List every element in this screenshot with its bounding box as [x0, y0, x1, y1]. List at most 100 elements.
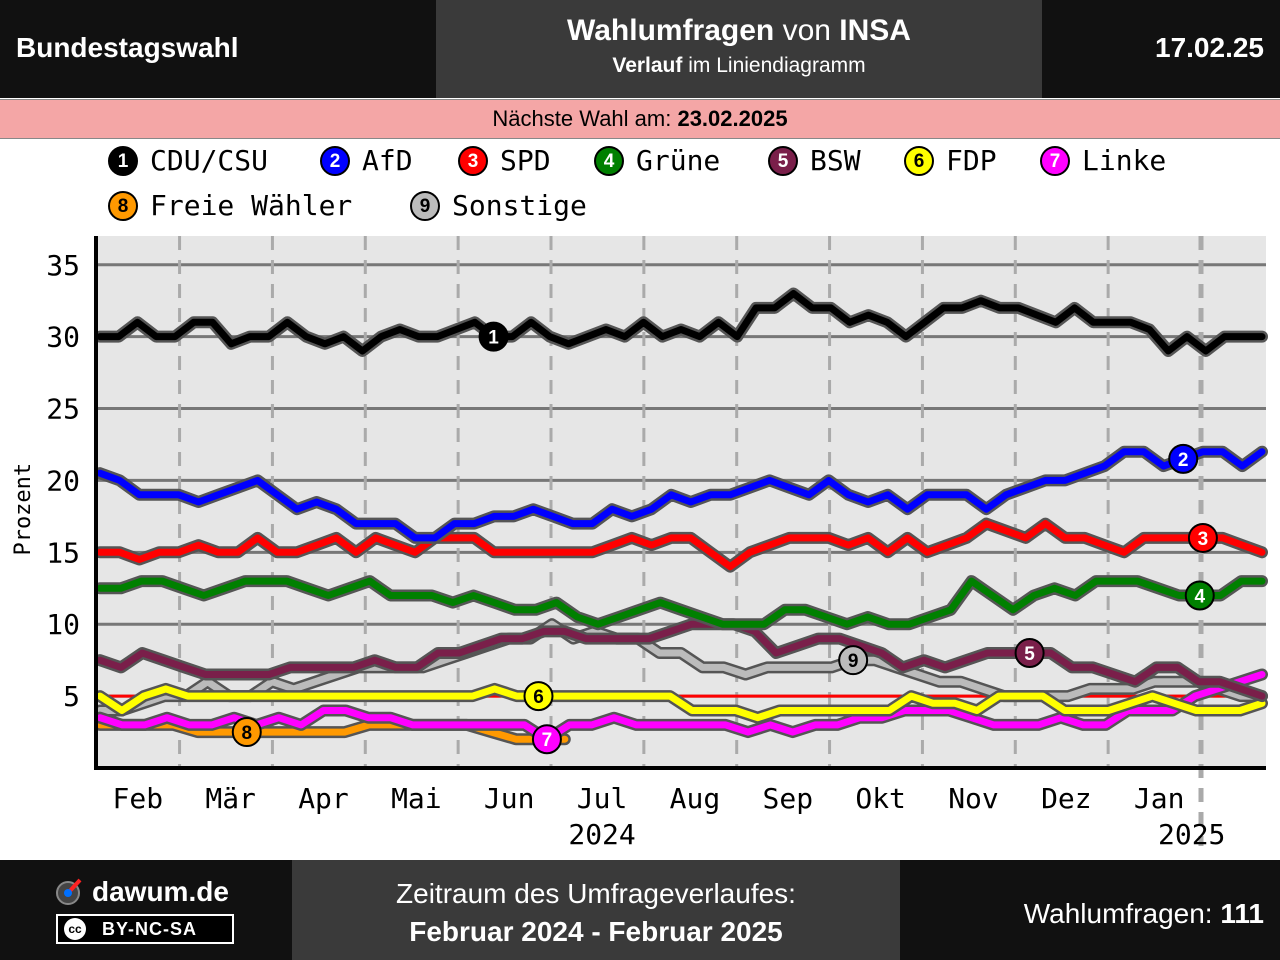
range-label: Zeitraum des Umfrageverlaufes:: [396, 878, 796, 909]
x-tick-label: Okt: [855, 782, 906, 815]
range-value: Februar 2024 - Februar 2025: [409, 916, 783, 947]
y-tick-label: 25: [46, 393, 80, 426]
badge-circle: [1014, 637, 1045, 668]
badge-circle: [838, 645, 869, 676]
legend-label: Linke: [1082, 144, 1167, 177]
header-bar: Bundestagswahl Wahlumfragen von INSA Ver…: [0, 0, 1280, 98]
legend-label: Freie Wähler: [150, 189, 353, 222]
header-date: 17.02.25: [1155, 32, 1264, 63]
badge-number: 5: [1024, 644, 1035, 665]
badge-number: 1: [488, 328, 499, 349]
x-tick-label: Jul: [577, 782, 628, 815]
legend-badge: 9: [410, 191, 440, 221]
badge-circle: [1168, 443, 1199, 474]
x-tick-label: Nov: [948, 782, 999, 815]
series-afd: [94, 445, 1268, 544]
cc-icon: cc: [64, 918, 86, 940]
license-text: BY-NC-SA: [102, 919, 198, 939]
license-badge: cc BY-NC-SA: [56, 914, 234, 944]
badge-number: 7: [542, 730, 553, 751]
legend-badge: 4: [594, 146, 624, 176]
brand-name: dawum.de: [92, 876, 229, 907]
badge-circle: [231, 717, 262, 748]
x-tick-label: Apr: [298, 782, 349, 815]
badge-number: 9: [848, 651, 859, 672]
badge-circle: [1184, 580, 1215, 611]
year-label: 2025: [1158, 818, 1225, 851]
series-line: [96, 290, 1266, 355]
legend-badge: 2: [320, 146, 350, 176]
series-label-badge: 6: [523, 681, 554, 712]
legend-badge: 5: [768, 146, 798, 176]
legend-badge: 6: [904, 146, 934, 176]
dawum-logo-icon: [56, 878, 82, 905]
legend-label: Sonstige: [452, 189, 587, 222]
y-tick-label: 15: [46, 536, 80, 569]
x-tick-label: Jun: [484, 782, 535, 815]
y-tick-label: 20: [46, 464, 80, 497]
badge-number: 8: [241, 723, 252, 744]
legend-label: CDU/CSU: [150, 144, 269, 177]
x-tick-label: Mai: [391, 782, 442, 815]
legend-label: AfD: [362, 144, 413, 177]
next-election-bar: Nächste Wahl am: 23.02.2025: [0, 99, 1280, 139]
poll-count: Wahlumfragen: 111: [1023, 898, 1264, 929]
badge-number: 3: [1198, 529, 1209, 550]
header-title: Wahlumfragen von INSA: [567, 14, 911, 47]
badge-circle: [523, 681, 554, 712]
series-fdp: [94, 682, 1268, 724]
y-tick-label: 35: [46, 249, 80, 282]
series-label-badge: 1: [478, 321, 509, 352]
election-title: Bundestagswahl: [16, 32, 239, 63]
series-label-badge: 4: [1184, 580, 1215, 611]
y-tick-label: 5: [63, 680, 80, 713]
header-subtitle: Verlauf im Liniendiagramm: [612, 54, 866, 77]
y-tick-label: 10: [46, 608, 80, 641]
series-line: [96, 685, 1266, 722]
series-label-badge: 8: [231, 717, 262, 748]
year-label: 2024: [568, 818, 635, 851]
series-line: [96, 448, 1266, 542]
footer-bar: dawum.de cc BY-NC-SA Zeitraum des Umfrag…: [0, 860, 1280, 960]
footer-range: Zeitraum des Umfrageverlaufes: Februar 2…: [292, 860, 900, 960]
badge-circle: [1187, 522, 1218, 553]
series-line: [96, 620, 1266, 714]
legend-label: BSW: [810, 144, 861, 177]
x-tick-label: Jan: [1134, 782, 1185, 815]
x-tick-label: Mär: [205, 782, 256, 815]
x-tick-label: Sep: [762, 782, 813, 815]
series-label-badge: 2: [1168, 443, 1199, 474]
badge-number: 4: [1194, 586, 1205, 607]
legend-badge: 8: [108, 191, 138, 221]
badge-circle: [478, 321, 509, 352]
series-line: [96, 671, 1266, 743]
series-line: [96, 620, 1266, 700]
x-tick-label: Feb: [112, 782, 163, 815]
legend-label: Grüne: [636, 144, 721, 177]
series-sonstige: [94, 618, 1268, 717]
series-cdu-csu: [94, 287, 1268, 357]
y-axis-label: Prozent: [11, 463, 36, 556]
series-line: [96, 577, 1266, 628]
x-tick-label: Aug: [670, 782, 721, 815]
legend-label: FDP: [946, 144, 997, 177]
series-label-badge: 5: [1014, 637, 1045, 668]
header-center: Wahlumfragen von INSA Verlauf im Liniend…: [436, 0, 1042, 98]
series-label-badge: 7: [531, 724, 562, 755]
series-bsw: [94, 618, 1268, 703]
series-label-badge: 9: [838, 645, 869, 676]
legend-badge: 1: [108, 146, 138, 176]
series-gr-ne: [94, 575, 1268, 631]
legend-badge: 3: [458, 146, 488, 176]
badge-number: 2: [1178, 450, 1189, 471]
series-linke: [94, 668, 1268, 746]
series-line: [96, 520, 1266, 571]
series-label-badge: 3: [1187, 522, 1218, 553]
y-tick-label: 30: [46, 321, 80, 354]
legend-label: SPD: [500, 144, 551, 177]
badge-circle: [531, 724, 562, 755]
footer-brand-area: dawum.de cc BY-NC-SA: [0, 860, 292, 960]
badge-number: 6: [533, 687, 544, 708]
series-spd: [94, 517, 1268, 573]
